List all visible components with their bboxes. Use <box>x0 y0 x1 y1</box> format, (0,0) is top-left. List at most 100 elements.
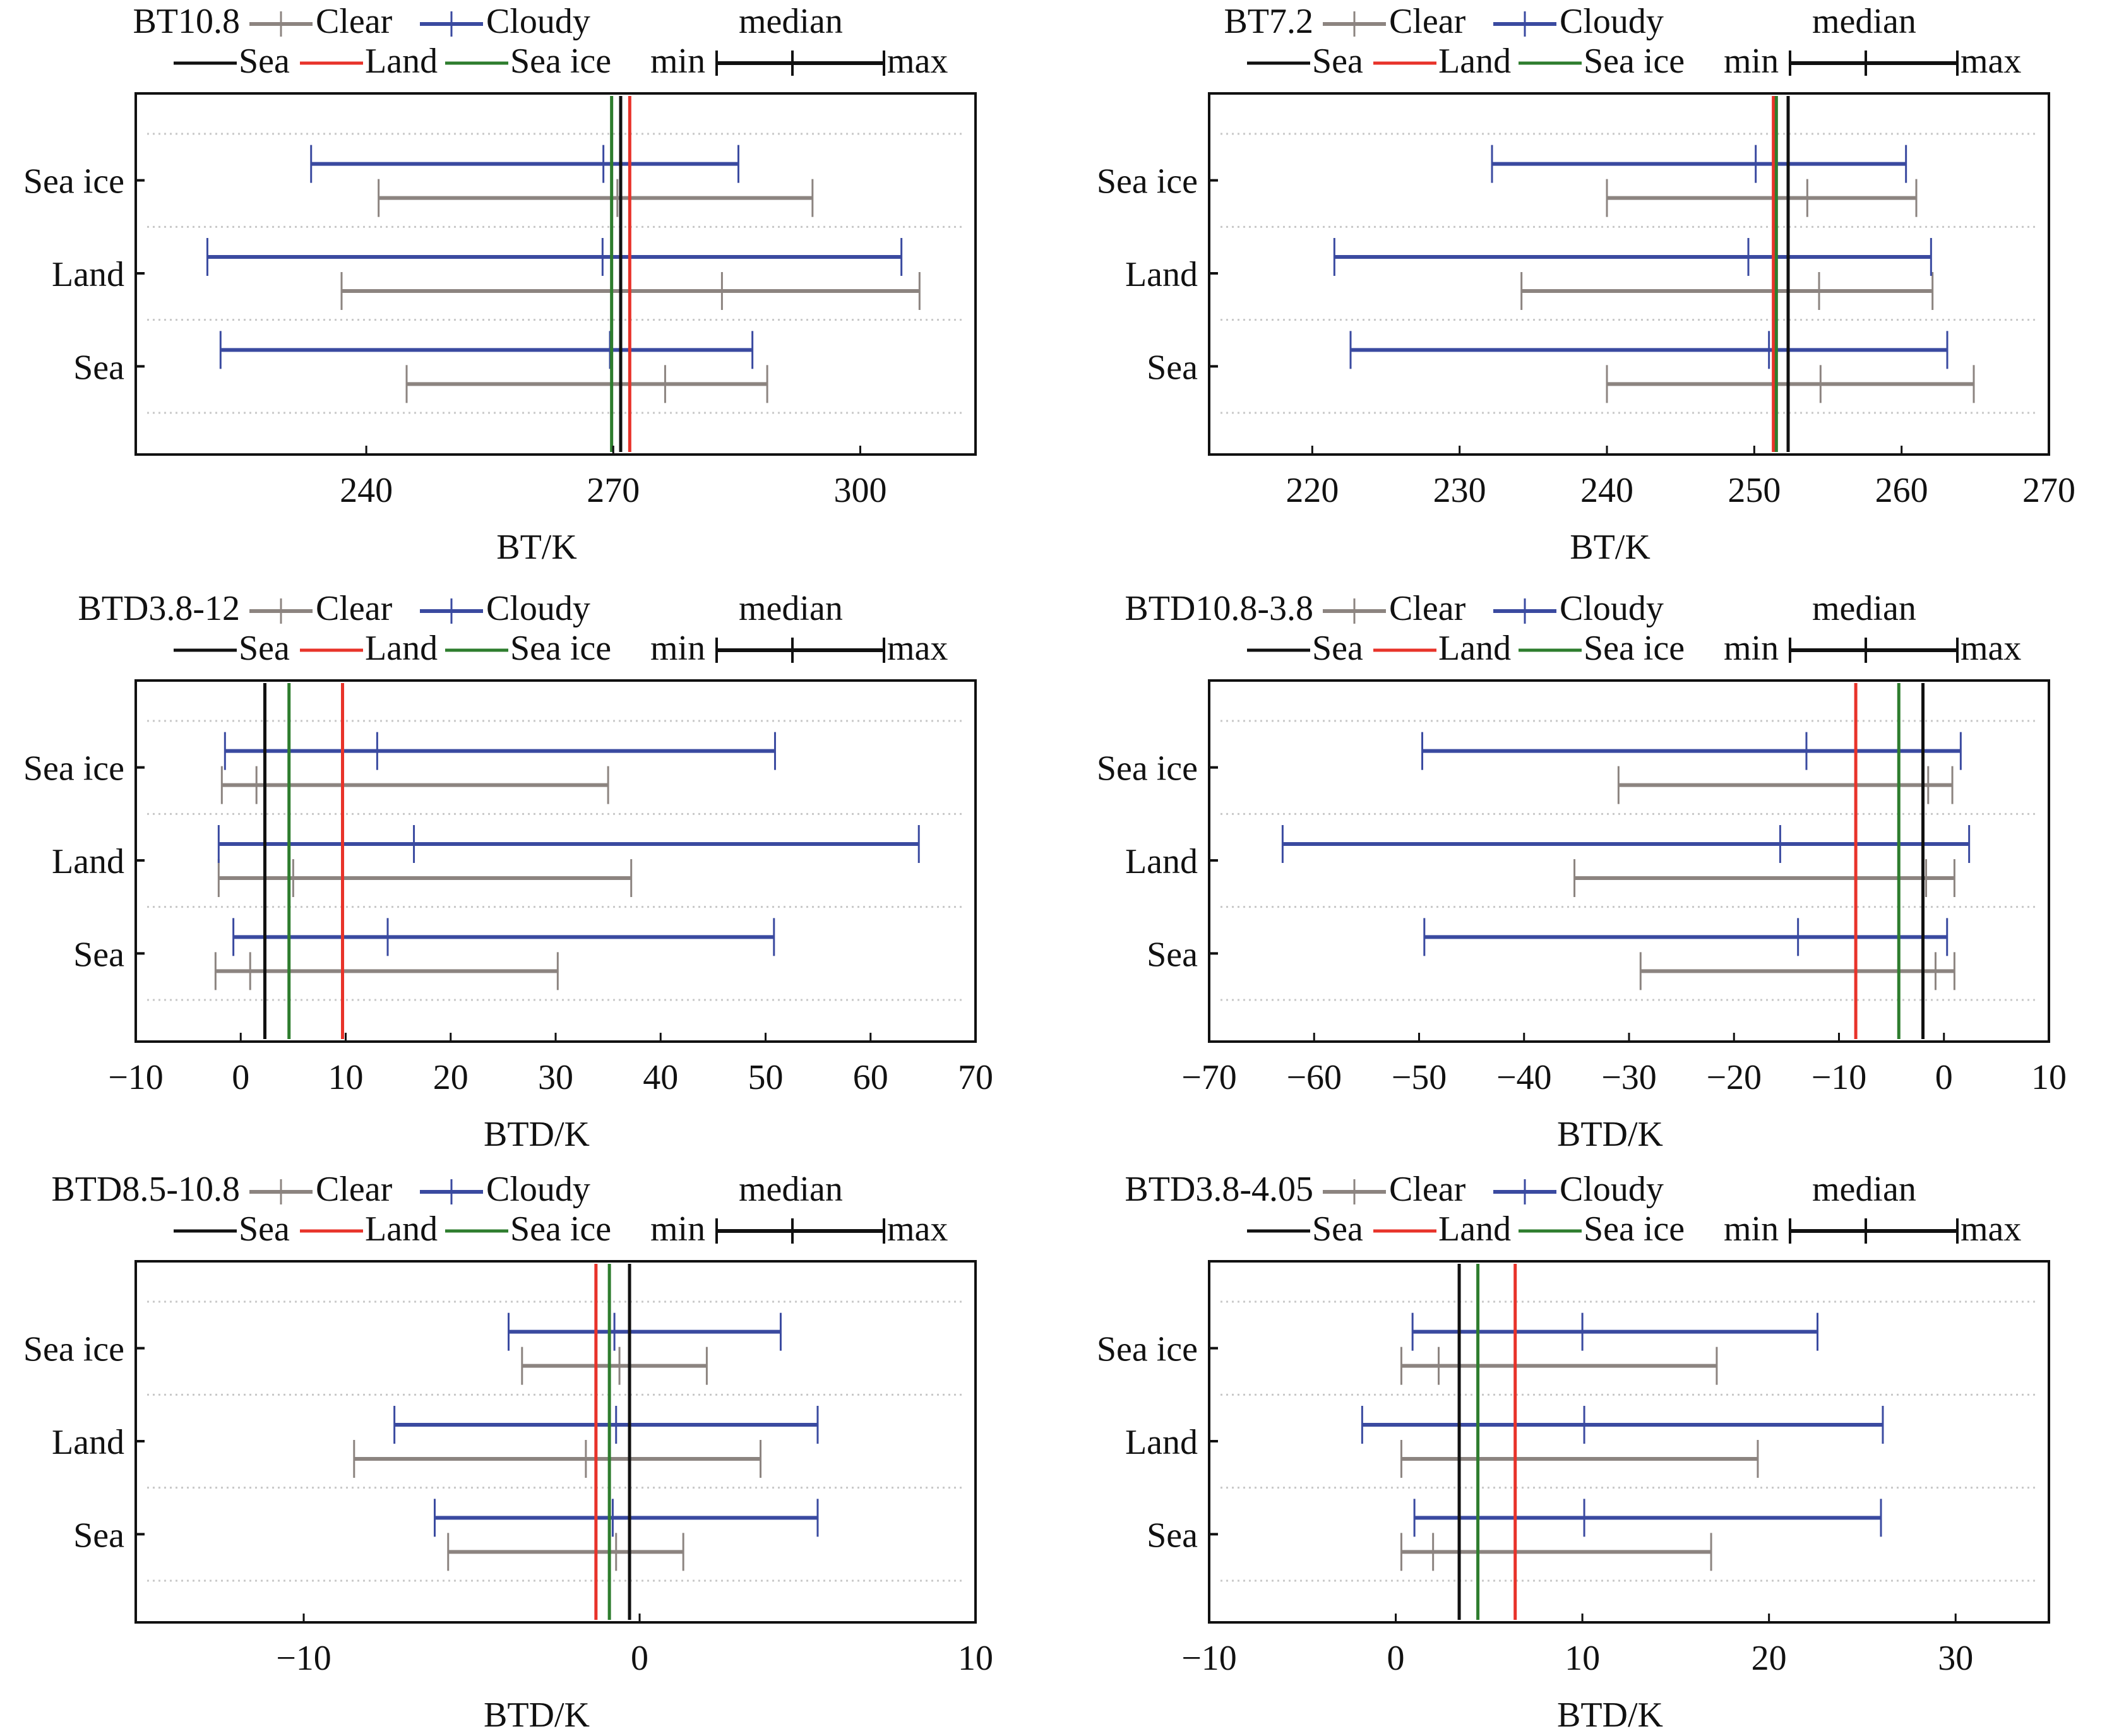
legend-sea-label: Sea <box>239 1210 290 1249</box>
x-tick-label: 240 <box>1580 471 1633 510</box>
x-axis-label: BTD/K <box>484 1696 590 1735</box>
legend-max-label: max <box>1961 629 2021 668</box>
x-axis-label: BTD/K <box>1557 1696 1663 1735</box>
x-tick-label: 230 <box>1433 471 1486 510</box>
chart-panel-bt7-2: BT7.2 Clear Cloudy median Sea Land Sea ice min m… <box>1073 0 2084 568</box>
legend-seaice-label: Sea ice <box>510 42 611 81</box>
legend-land-label: Land <box>365 1210 438 1249</box>
errorbar-cloudy-land <box>1361 1406 1884 1444</box>
errorbar-cloudy-sea <box>219 331 754 369</box>
errorbar-clear-land <box>353 1440 762 1478</box>
errorbar-cloudy-land <box>393 1406 819 1444</box>
chart-svg: BTD10.8-3.8 Clear Cloudy median Sea Land Sea i… <box>1097 589 2067 1154</box>
chart-svg: BT10.8 Clear Cloudy median Sea Land Sea ice min… <box>23 2 977 567</box>
errorbar-clear-sea-ice <box>521 1347 708 1385</box>
legend-min-label: min <box>1724 1210 1779 1249</box>
y-tick-label-land: Land <box>52 842 124 881</box>
legend-seaice-label: Sea ice <box>1584 42 1685 81</box>
legend-median-label: median <box>739 2 843 41</box>
chart-panel-btd10-8-3-8: BTD10.8-3.8 Clear Cloudy median Sea Land Sea i… <box>1073 587 2084 1155</box>
chart-panel-bt10-8: BT10.8 Clear Cloudy median Sea Land Sea ice min… <box>0 0 1010 568</box>
x-tick-label: −10 <box>276 1639 331 1678</box>
x-tick-label: −10 <box>108 1058 164 1097</box>
errorbar-clear-sea-ice <box>220 766 609 804</box>
legend-cloudy-label: Cloudy <box>486 1170 590 1209</box>
chart-svg: BT7.2 Clear Cloudy median Sea Land Sea ice min m… <box>1097 2 2075 567</box>
errorbar-clear-sea <box>1400 1533 1712 1571</box>
x-tick-label: 220 <box>1286 471 1339 510</box>
chart-title: BTD10.8-3.8 <box>1125 589 1313 628</box>
x-tick-label: −60 <box>1286 1058 1342 1097</box>
legend: BTD8.5-10.8 Clear Cloudy median Sea Land Sea i… <box>51 1170 948 1249</box>
x-tick-label: 10 <box>328 1058 364 1097</box>
chart-svg: BTD3.8-4.05 Clear Cloudy median Sea Land Sea i… <box>1097 1170 2050 1735</box>
legend-land-label: Land <box>365 42 438 81</box>
legend-max-label: max <box>887 1210 948 1249</box>
legend-cloudy-label: Cloudy <box>1560 1170 1664 1209</box>
x-tick-label: −10 <box>1181 1639 1237 1678</box>
legend: BT10.8 Clear Cloudy median Sea Land Sea ice min… <box>133 2 948 81</box>
plot-frame <box>1208 1260 2050 1624</box>
legend-min-label: min <box>650 629 705 668</box>
errorbar-clear-sea <box>405 365 768 403</box>
legend: BTD3.8-12 Clear Cloudy median Sea Land Sea ice… <box>78 589 948 668</box>
chart-title: BT7.2 <box>1224 2 1313 41</box>
y-tick-label-sea: Sea <box>73 935 124 974</box>
legend-sea-label: Sea <box>1312 629 1363 668</box>
legend-seaice-label: Sea ice <box>510 1210 611 1249</box>
x-tick-label: 260 <box>1875 471 1928 510</box>
legend-min-label: min <box>1724 629 1779 668</box>
y-tick-label-land: Land <box>1125 1423 1198 1462</box>
legend-clear-label: Clear <box>1389 2 1466 41</box>
x-tick-label: 250 <box>1728 471 1781 510</box>
errorbar-cloudy-land <box>217 825 920 863</box>
x-tick-label: 20 <box>1752 1639 1787 1678</box>
chart-panel-btd3-8-12: BTD3.8-12 Clear Cloudy median Sea Land Sea ice… <box>0 587 1010 1155</box>
x-tick-label: 0 <box>1935 1058 1953 1097</box>
x-axis-label: BT/K <box>496 528 577 567</box>
legend-median-label: median <box>739 1170 843 1209</box>
y-tick-label-sea-ice: Sea ice <box>1097 162 1198 201</box>
y-tick-label-land: Land <box>52 255 124 294</box>
errorbar-cloudy-land <box>1333 238 1932 276</box>
x-tick-label: −10 <box>1812 1058 1867 1097</box>
legend-seaice-label: Sea ice <box>1584 629 1685 668</box>
chart-svg: BTD3.8-12 Clear Cloudy median Sea Land Sea ice… <box>23 589 993 1154</box>
x-tick-label: −50 <box>1392 1058 1447 1097</box>
plot-frame <box>134 92 977 456</box>
chart-panel-btd3-8-4-05: BTD3.8-4.05 Clear Cloudy median Sea Land Sea i… <box>1073 1168 2084 1736</box>
x-tick-label: −20 <box>1706 1058 1762 1097</box>
y-tick-label-sea-ice: Sea ice <box>23 162 124 201</box>
errorbar-clear-sea <box>1606 365 1975 403</box>
errorbar-clear-sea <box>1639 952 1955 990</box>
y-tick-label-land: Land <box>1125 255 1198 294</box>
errorbar-cloudy-sea <box>433 1499 819 1537</box>
errorbar-clear-sea-ice <box>378 179 814 217</box>
legend-max-label: max <box>1961 42 2021 81</box>
legend-median-label: median <box>739 589 843 628</box>
legend-cloudy-label: Cloudy <box>1560 589 1664 628</box>
x-tick-label: 0 <box>232 1058 249 1097</box>
x-tick-label: 30 <box>538 1058 573 1097</box>
x-tick-label: −70 <box>1181 1058 1237 1097</box>
chart-panel-btd8-5-10-8: BTD8.5-10.8 Clear Cloudy median Sea Land Sea i… <box>0 1168 1010 1736</box>
legend: BTD10.8-3.8 Clear Cloudy median Sea Land Sea i… <box>1125 589 2021 668</box>
legend-max-label: max <box>1961 1210 2021 1249</box>
legend-seaice-label: Sea ice <box>1584 1210 1685 1249</box>
legend-land-label: Land <box>1438 629 1511 668</box>
legend-min-label: min <box>650 42 705 81</box>
chart-title: BTD3.8-12 <box>78 589 240 628</box>
y-tick-label-sea: Sea <box>1147 935 1198 974</box>
legend-clear-label: Clear <box>316 589 393 628</box>
errorbar-cloudy-sea-ice <box>1411 1312 1819 1351</box>
legend-cloudy-label: Cloudy <box>486 2 590 41</box>
y-tick-label-sea-ice: Sea ice <box>1097 749 1198 788</box>
y-tick-label-sea: Sea <box>1147 348 1198 387</box>
legend-median-label: median <box>1812 1170 1916 1209</box>
errorbar-cloudy-sea <box>1423 918 1949 956</box>
legend-max-label: max <box>887 629 948 668</box>
x-tick-label: 70 <box>958 1058 993 1097</box>
plot-frame <box>134 679 977 1043</box>
x-tick-label: 10 <box>1565 1639 1600 1678</box>
legend-median-label: median <box>1812 2 1916 41</box>
